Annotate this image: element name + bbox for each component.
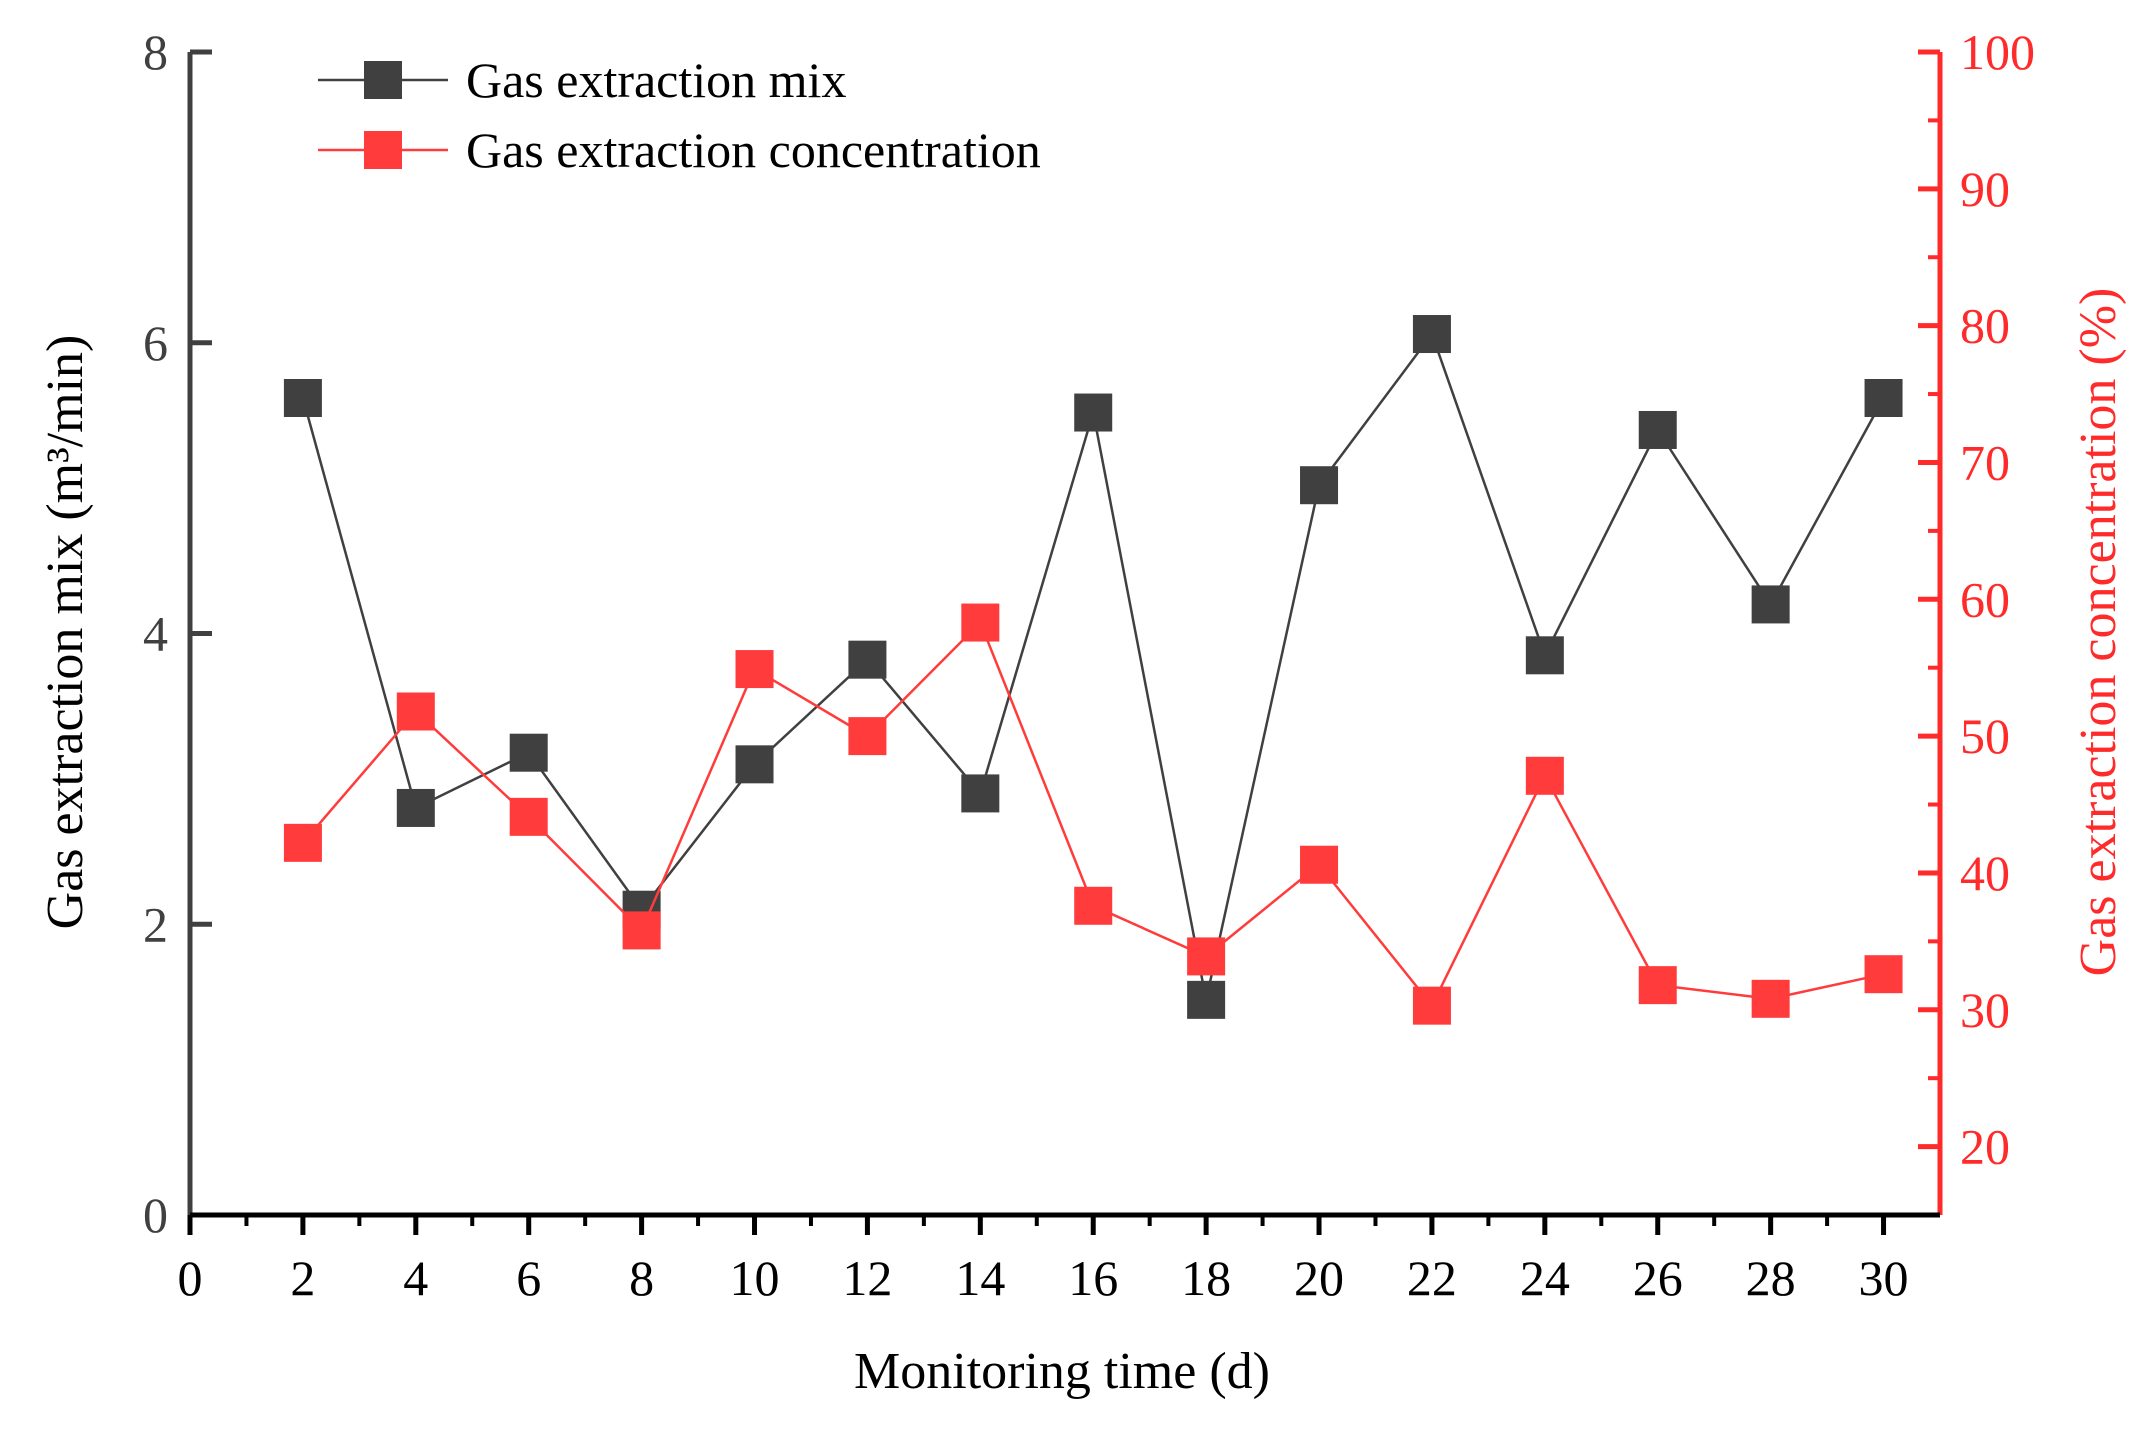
right-y-axis: 20 30 40 50 60 70 80 90 100 [1918, 24, 2035, 1217]
legend-label: Gas extraction concentration [466, 122, 1041, 178]
x-tick-label: 10 [730, 1250, 780, 1306]
series-1-point [396, 788, 435, 827]
series-2-point [1300, 845, 1339, 884]
x-tick-label: 2 [290, 1250, 315, 1306]
series-2-point [848, 717, 887, 756]
right-y-tick-label: 80 [1960, 298, 2010, 354]
legend-marker [364, 61, 402, 99]
x-tick-label: 0 [178, 1250, 203, 1306]
series-1-point [1638, 410, 1677, 449]
series-1-point [1187, 980, 1226, 1019]
series-1-point [1300, 466, 1339, 505]
legend-entry-1: Gas extraction mix [318, 52, 846, 108]
series-2-point [396, 692, 435, 731]
series-2-point [283, 823, 322, 862]
legend-label: Gas extraction mix [466, 52, 846, 108]
plot-area [283, 315, 1903, 1025]
series-2-point [1525, 756, 1564, 795]
right-y-tick-label: 50 [1960, 708, 2010, 764]
series-2-point [1638, 966, 1677, 1005]
right-y-tick-label: 100 [1960, 24, 2035, 80]
x-tick-label: 28 [1746, 1250, 1796, 1306]
right-y-tick-label: 70 [1960, 434, 2010, 490]
left-y-tick-label: 2 [143, 896, 168, 952]
right-y-tick-label: 20 [1960, 1119, 2010, 1175]
left-y-axis-title: Gas extraction mix (m³/min) [37, 335, 94, 930]
series-1-point [961, 774, 1000, 813]
legend-marker [364, 131, 402, 169]
series-2-point [622, 911, 661, 950]
x-tick-label: 14 [955, 1250, 1005, 1306]
series-1-point [283, 378, 322, 417]
x-tick-label: 6 [516, 1250, 541, 1306]
series-2-point [509, 797, 548, 836]
right-y-tick-label: 30 [1960, 982, 2010, 1038]
series-2-point [1751, 979, 1790, 1018]
series-2-point [735, 650, 774, 689]
x-tick-label: 18 [1181, 1250, 1231, 1306]
x-tick-label: 16 [1068, 1250, 1118, 1306]
series-1-point [1864, 378, 1903, 417]
x-tick-label: 22 [1407, 1250, 1457, 1306]
x-axis-title: Monitoring time (d) [854, 1343, 1270, 1400]
series-1-point [1525, 636, 1564, 675]
left-y-tick-label: 4 [143, 606, 168, 662]
legend-entry-2: Gas extraction concentration [318, 122, 1041, 178]
series-2-point [1074, 886, 1113, 925]
x-axis: 0 2 4 6 8 10 12 14 16 18 20 22 24 26 28 30 [178, 1212, 1940, 1306]
series-1-point [735, 745, 774, 784]
x-tick-label: 8 [629, 1250, 654, 1306]
legend: Gas extraction mix Gas extraction concent… [318, 52, 1041, 178]
left-y-tick-label: 6 [143, 315, 168, 371]
series-1-point [509, 733, 548, 772]
series-2-point [1864, 955, 1903, 994]
x-tick-label: 24 [1520, 1250, 1570, 1306]
x-tick-label: 4 [403, 1250, 428, 1306]
series-2-point [1187, 937, 1226, 976]
series-2-point [1412, 986, 1451, 1025]
x-tick-label: 26 [1633, 1250, 1683, 1306]
right-y-tick-label: 90 [1960, 161, 2010, 217]
x-tick-label: 20 [1294, 1250, 1344, 1306]
x-tick-label: 30 [1859, 1250, 1909, 1306]
left-y-axis: 0 2 4 6 8 [143, 24, 212, 1243]
series-1-point [848, 640, 887, 679]
series-1-point [1751, 585, 1790, 624]
right-y-tick-label: 60 [1960, 571, 2010, 627]
left-y-tick-label: 8 [143, 24, 168, 80]
series-2-point [961, 603, 1000, 642]
right-y-axis-title: Gas extraction concentration (%) [2070, 288, 2127, 977]
x-tick-label: 12 [842, 1250, 892, 1306]
left-y-tick-label: 0 [143, 1187, 168, 1243]
series-1-point [1412, 315, 1451, 354]
right-y-tick-label: 40 [1960, 845, 2010, 901]
series-1-point [1074, 393, 1113, 432]
